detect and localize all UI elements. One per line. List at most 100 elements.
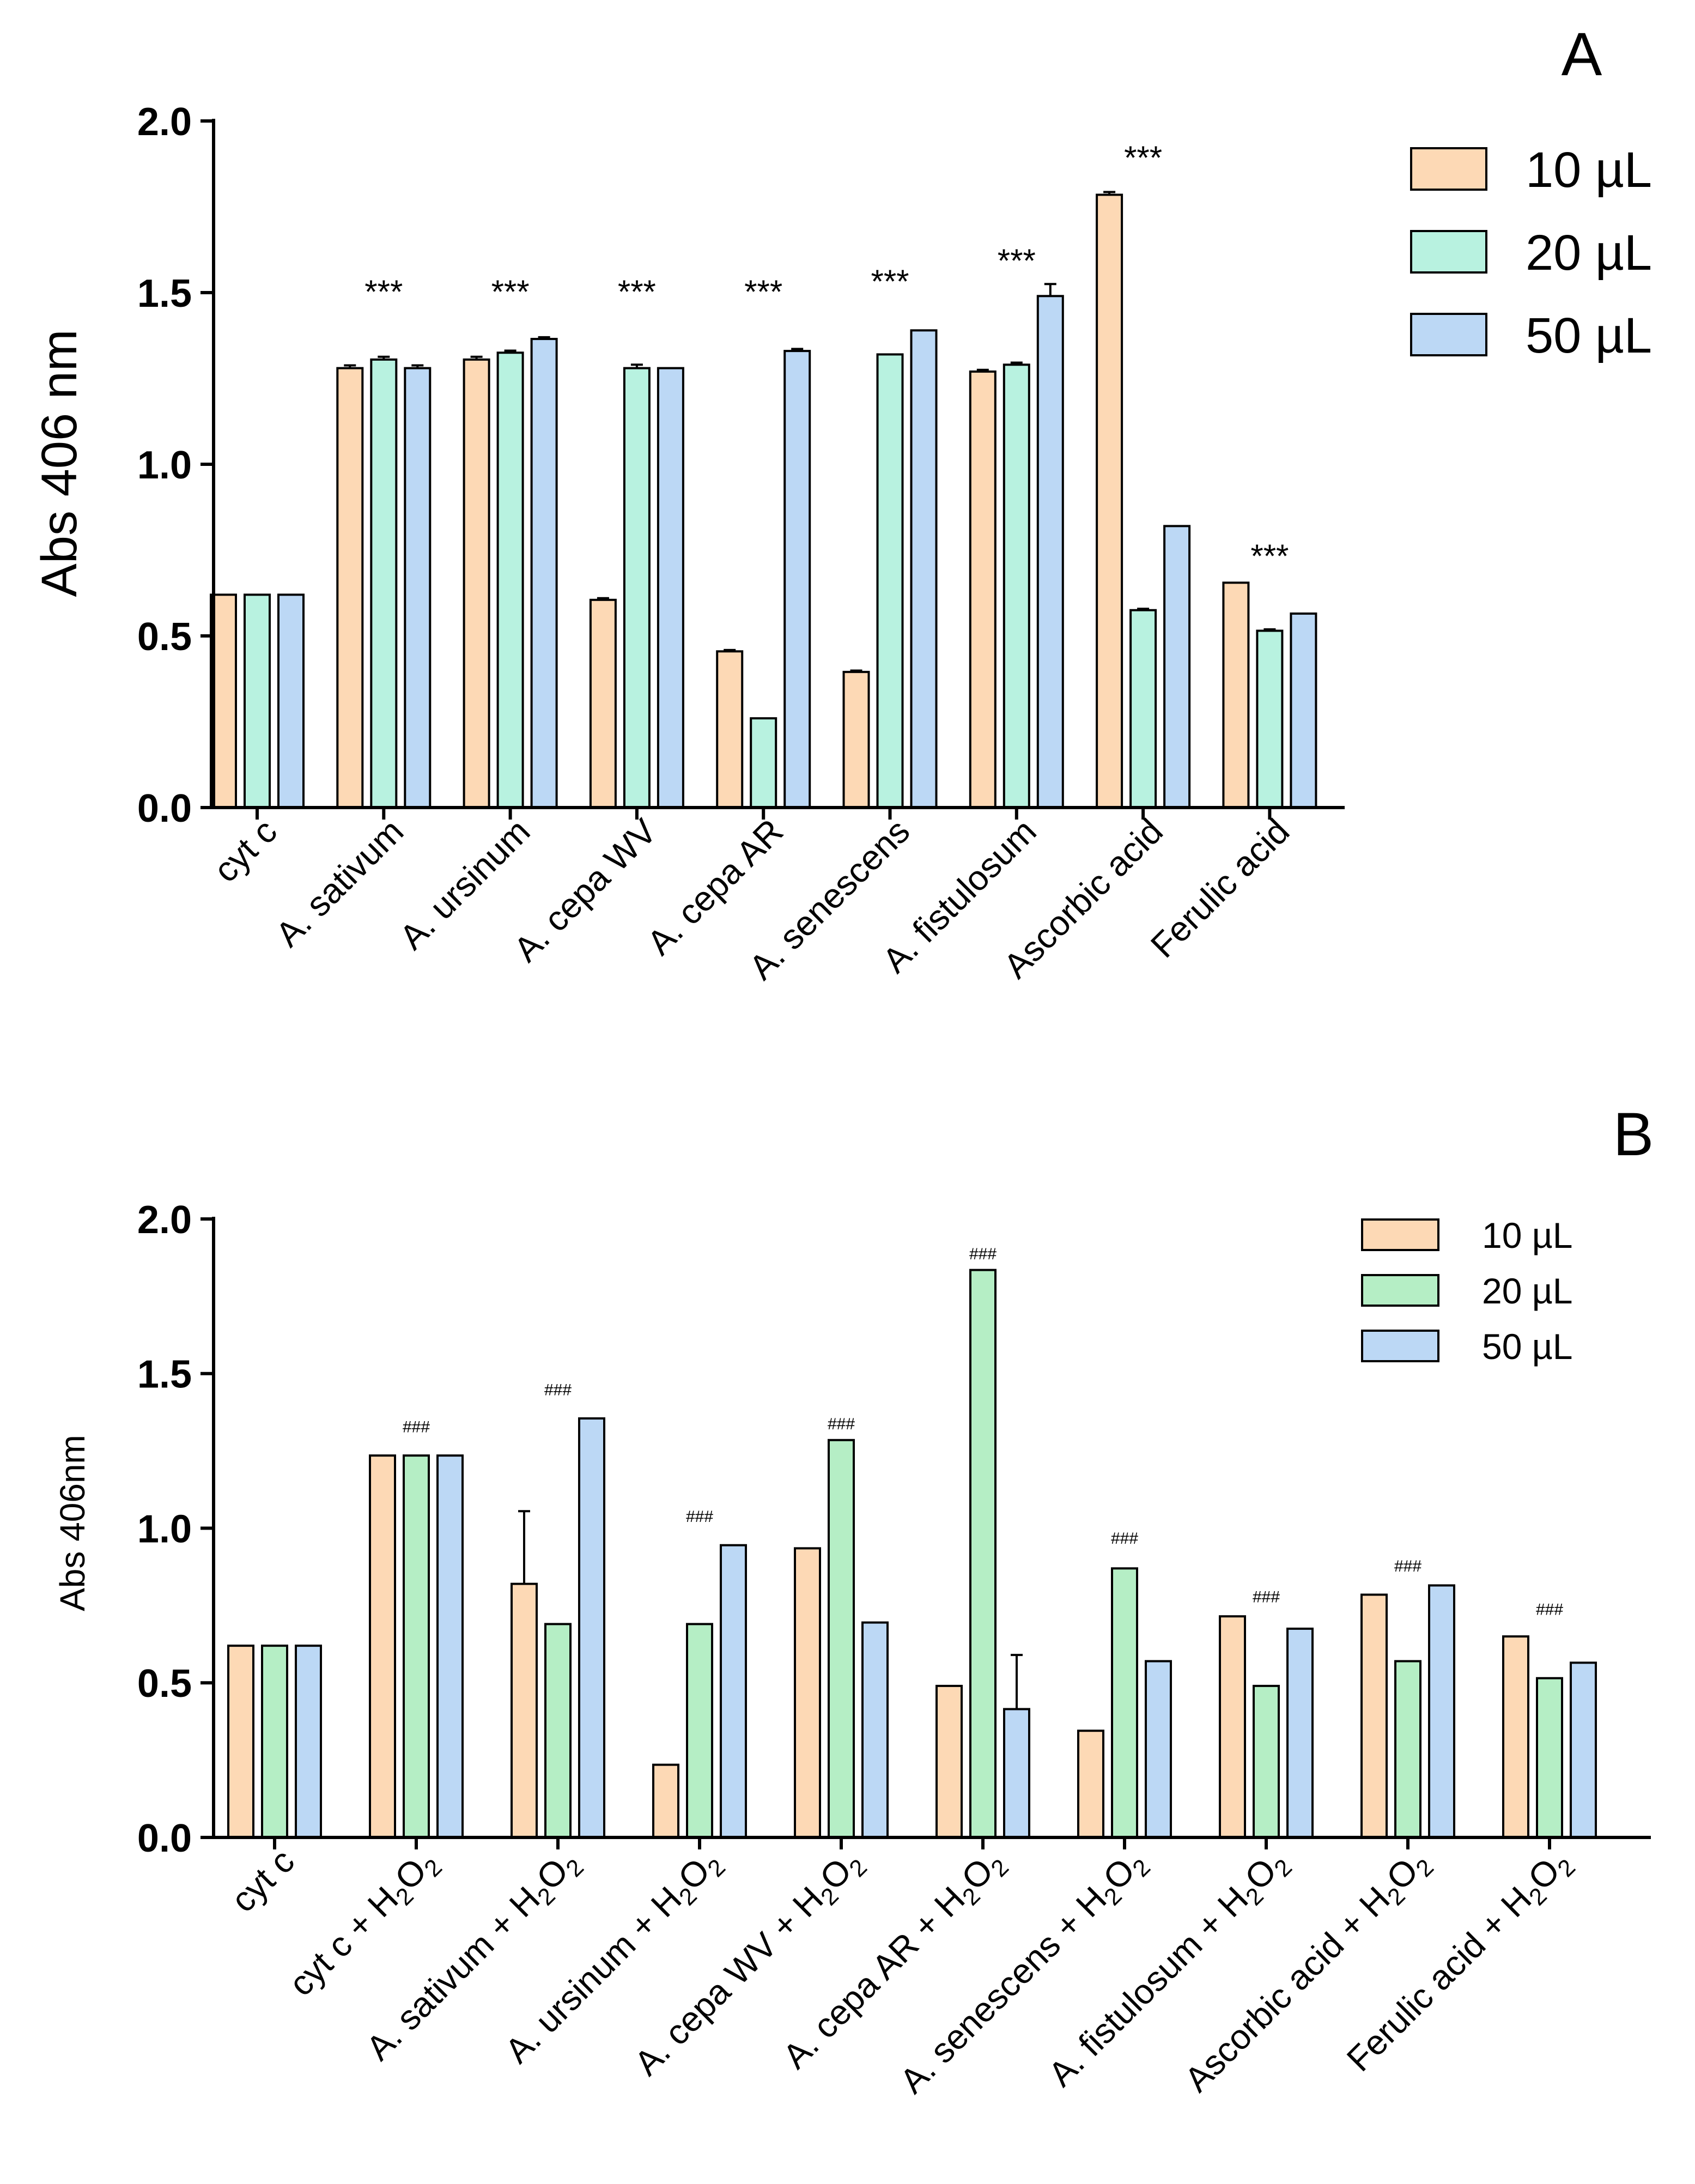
- y-tick-label-a-4: 2.0: [137, 100, 192, 144]
- significance-marker-b-6: ###: [1253, 1588, 1280, 1606]
- legend-label-a-2: 50 µL: [1526, 308, 1652, 363]
- bar-b-s1-c9: [1536, 1677, 1563, 1839]
- significance-marker-b-1: ###: [544, 1381, 572, 1399]
- bar-a-s2-c5: [910, 329, 938, 809]
- bar-b-s0-c3: [652, 1763, 679, 1839]
- y-ticks-b: 0.0 0.5 1.0 1.5 2.0: [137, 1198, 214, 1860]
- bar-b-s0-c4: [794, 1547, 821, 1839]
- significance-marker-b-7: ###: [1394, 1557, 1421, 1575]
- error-bars-b: [518, 1510, 1023, 1709]
- bar-a-s2-c7: [1163, 525, 1191, 809]
- significance-marker-a-6: ***: [1124, 139, 1162, 176]
- bar-b-s1-c1: [403, 1454, 430, 1839]
- bar-b-s0-c5: [935, 1684, 963, 1839]
- bar-b-s2-c4: [861, 1621, 889, 1839]
- bar-b-s0-c7: [1219, 1615, 1246, 1839]
- bar-b-s1-c5: [969, 1269, 997, 1839]
- y-tick-label-b-3: 1.5: [137, 1353, 192, 1397]
- legend-swatch-b-1: [1361, 1274, 1439, 1307]
- bar-b-s2-c3: [720, 1544, 747, 1839]
- bar-b-s2-c0: [295, 1645, 322, 1839]
- bar-b-s2-c6: [1145, 1660, 1172, 1839]
- bar-a-s1-c2: [496, 351, 524, 809]
- y-tick-label-a-3: 1.5: [137, 272, 192, 316]
- bar-a-s1-c1: [370, 358, 398, 809]
- bar-b-s1-c0: [261, 1645, 288, 1839]
- bar-a-s2-c4: [783, 350, 811, 809]
- annotations-a: *** *** *** *** *** *** *** ***: [364, 139, 1289, 574]
- legend-label-b-2: 50 µL: [1482, 1326, 1572, 1367]
- significance-marker-b-0: ###: [403, 1418, 430, 1436]
- bar-b-s1-c6: [1111, 1567, 1138, 1839]
- bar-b-s2-c7: [1286, 1627, 1314, 1839]
- bar-a-s0-c3: [589, 598, 617, 809]
- bar-a-s2-c3: [657, 367, 684, 809]
- bar-a-s2-c6: [1036, 295, 1064, 809]
- bar-b-s2-c1: [436, 1454, 464, 1839]
- significance-marker-a-7: ***: [1250, 538, 1289, 574]
- bar-a-s0-c5: [842, 671, 870, 809]
- legend-label-a-0: 10 µL: [1526, 142, 1652, 198]
- y-tick-label-b-2: 1.0: [137, 1507, 192, 1551]
- significance-marker-b-5: ###: [1111, 1530, 1138, 1548]
- bars-a: [210, 193, 1317, 809]
- significance-marker-b-4: ###: [969, 1245, 997, 1263]
- bar-a-s0-c1: [336, 367, 364, 809]
- bar-a-s0-c8: [1222, 581, 1250, 809]
- legend-label-b-0: 10 µL: [1482, 1215, 1572, 1255]
- bar-a-s0-c7: [1096, 193, 1123, 809]
- bar-a-s2-c2: [530, 338, 558, 809]
- y-ticks-a: 0.0 0.5 1.0 1.5 2.0: [137, 100, 214, 830]
- significance-marker-a-3: ***: [744, 274, 782, 310]
- bar-b-s0-c2: [511, 1582, 538, 1839]
- bar-b-s2-c9: [1570, 1661, 1597, 1839]
- legend-swatch-a-0: [1410, 147, 1487, 191]
- bar-b-s1-c4: [828, 1439, 855, 1839]
- bar-a-s1-c6: [1003, 363, 1030, 809]
- bar-a-s1-c7: [1129, 609, 1157, 809]
- y-tick-label-b-0: 0.0: [137, 1817, 192, 1860]
- bar-b-s2-c8: [1428, 1584, 1455, 1839]
- legend-swatch-b-0: [1361, 1218, 1439, 1251]
- bar-b-s2-c2: [578, 1417, 605, 1839]
- significance-marker-a-5: ***: [998, 242, 1036, 279]
- panel-label-b: B: [1613, 1100, 1654, 1168]
- y-tick-label-b-4: 2.0: [137, 1198, 192, 1242]
- bar-b-s0-c6: [1077, 1730, 1104, 1839]
- legend-swatch-a-1: [1410, 230, 1487, 274]
- significance-marker-a-4: ***: [871, 263, 909, 300]
- bar-a-s2-c8: [1290, 612, 1317, 809]
- bar-a-s1-c4: [750, 717, 777, 809]
- bar-a-s0-c4: [716, 650, 744, 809]
- significance-marker-b-2: ###: [686, 1508, 713, 1526]
- bar-b-s1-c7: [1253, 1684, 1280, 1839]
- legend-label-b-1: 20 µL: [1482, 1271, 1572, 1311]
- chart-panel-a: A Abs 406 nm *** *** *** *** *** *** *** *** 0.…: [32, 20, 1652, 987]
- bar-b-s0-c0: [227, 1645, 254, 1839]
- bar-b-s0-c8: [1360, 1593, 1388, 1839]
- bar-b-s0-c1: [369, 1454, 396, 1839]
- bar-b-s1-c2: [544, 1623, 572, 1839]
- bar-a-s1-c5: [876, 353, 904, 809]
- bar-a-s1-c0: [244, 593, 271, 809]
- y-tick-label-b-1: 0.5: [137, 1662, 192, 1706]
- bar-a-s0-c6: [969, 370, 997, 809]
- bar-b-s1-c8: [1394, 1660, 1421, 1839]
- panel-label-a: A: [1562, 20, 1602, 88]
- y-tick-label-a-2: 1.0: [137, 444, 192, 487]
- significance-marker-a-1: ***: [491, 274, 530, 310]
- bar-b-s2-c5: [1003, 1708, 1030, 1839]
- significance-marker-a-2: ***: [618, 274, 656, 310]
- bars-b: [227, 1269, 1597, 1839]
- annotations-b: ### ### ### ### ### ### ### ### ###: [403, 1245, 1563, 1619]
- bar-a-s2-c1: [404, 367, 432, 809]
- significance-marker-b-8: ###: [1536, 1600, 1563, 1618]
- y-tick-label-a-0: 0.0: [137, 787, 192, 830]
- y-tick-label-a-1: 0.5: [137, 615, 192, 659]
- y-axis-label-a: Abs 406 nm: [32, 330, 87, 597]
- legend-b: 10 µL 20 µL 50 µL: [1361, 1215, 1572, 1367]
- legend-swatch-b-2: [1361, 1330, 1439, 1362]
- bar-a-s2-c0: [277, 593, 305, 809]
- legend-swatch-a-2: [1410, 313, 1487, 356]
